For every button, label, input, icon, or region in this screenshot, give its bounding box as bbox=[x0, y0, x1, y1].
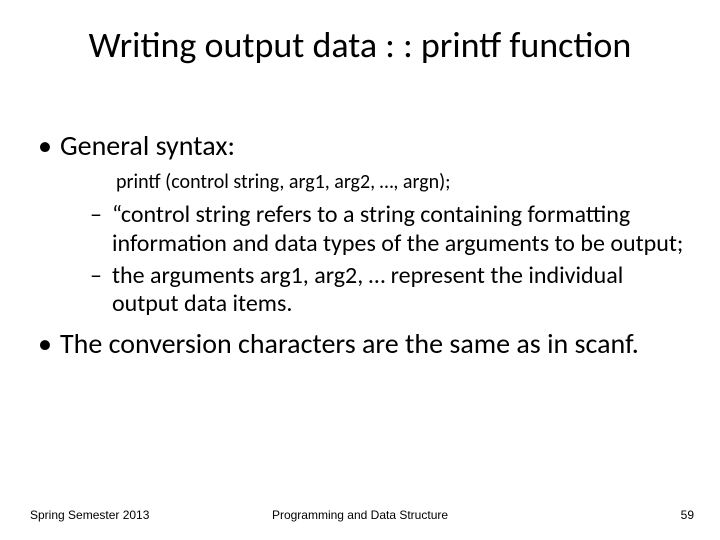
bullet-conversion-chars: The conversion characters are the same a… bbox=[38, 328, 688, 360]
footer-course: Programming and Data Structure bbox=[0, 508, 720, 522]
slide-body: General syntax: printf (control string, … bbox=[38, 130, 688, 369]
sub-bullet-arguments: the arguments arg1, arg2, … represent th… bbox=[90, 262, 688, 319]
bullet-general-syntax: General syntax: bbox=[38, 130, 688, 162]
footer-page-number: 59 bbox=[681, 508, 694, 522]
slide-title: Writing output data : : printf function bbox=[0, 26, 720, 66]
sub-bullet-control-string: “control string refers to a string conta… bbox=[90, 201, 688, 258]
slide: Writing output data : : printf function … bbox=[0, 0, 720, 540]
code-printf-syntax: printf (control string, arg1, arg2, …, a… bbox=[116, 170, 688, 195]
